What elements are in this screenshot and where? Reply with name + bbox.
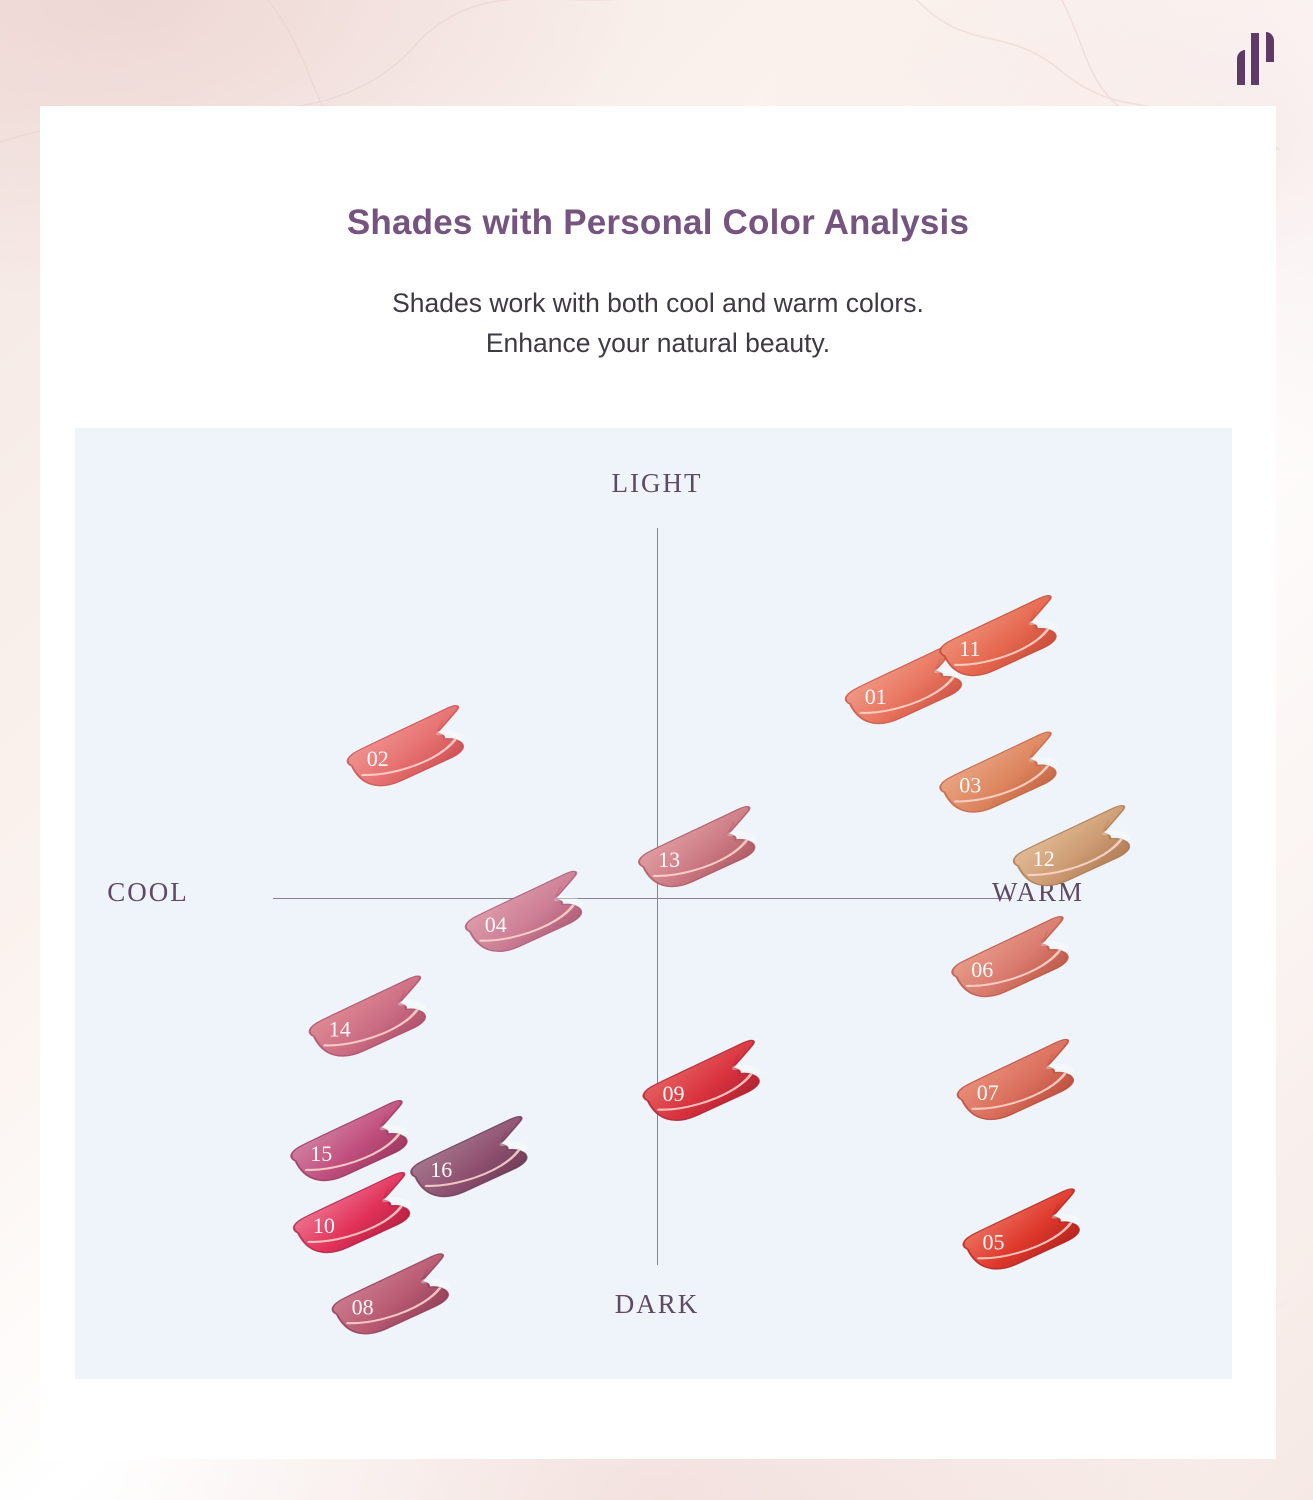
svg-text:09: 09	[663, 1081, 685, 1106]
svg-text:04: 04	[485, 912, 507, 937]
svg-text:08: 08	[352, 1294, 374, 1319]
svg-text:15: 15	[310, 1141, 332, 1166]
svg-text:07: 07	[977, 1080, 999, 1105]
svg-text:13: 13	[658, 847, 680, 872]
svg-text:05: 05	[983, 1230, 1005, 1255]
svg-text:12: 12	[1033, 846, 1055, 871]
svg-text:02: 02	[367, 746, 389, 771]
svg-text:16: 16	[430, 1157, 452, 1182]
svg-text:03: 03	[959, 773, 981, 798]
svg-text:10: 10	[313, 1213, 335, 1238]
svg-text:01: 01	[865, 684, 887, 709]
svg-text:14: 14	[329, 1017, 351, 1042]
svg-text:11: 11	[959, 636, 980, 661]
svg-text:06: 06	[971, 957, 993, 982]
